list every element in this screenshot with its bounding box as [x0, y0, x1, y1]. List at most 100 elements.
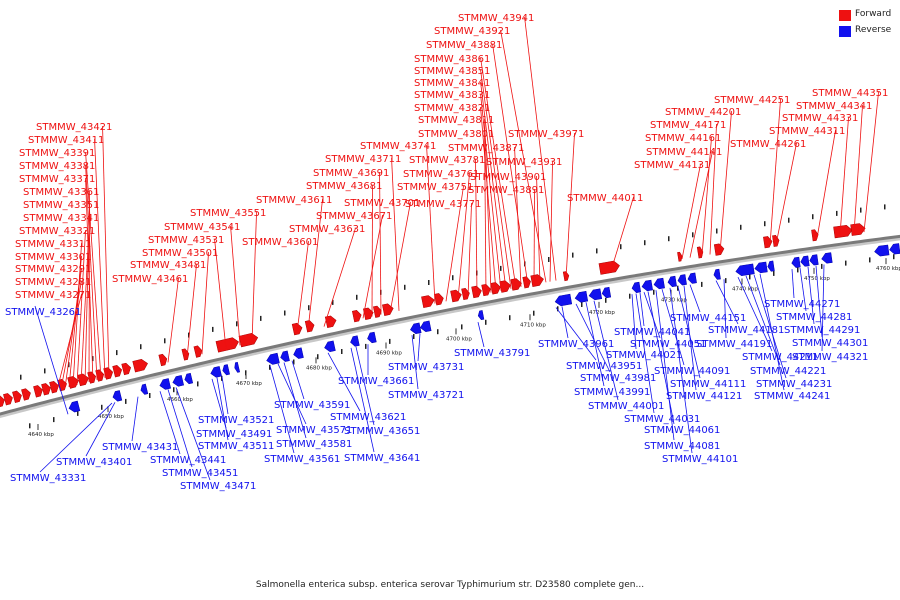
forward-gene-label[interactable]: STMMW_43841 — [414, 78, 490, 89]
reverse-gene-label[interactable]: STMMW_43661 — [338, 376, 414, 387]
forward-gene-label[interactable]: STMMW_44141 — [646, 147, 722, 158]
forward-gene-label[interactable]: STMMW_43751 — [397, 182, 473, 193]
reverse-gene-label[interactable]: STMMW_44191 — [696, 339, 772, 350]
reverse-gene-label[interactable]: STMMW_43561 — [264, 454, 340, 465]
forward-gene-arrow[interactable] — [713, 243, 725, 256]
forward-gene-label[interactable]: STMMW_43271 — [15, 290, 91, 301]
forward-gene-label[interactable]: STMMW_44341 — [796, 101, 872, 112]
forward-gene-label[interactable]: STMMW_43901 — [470, 172, 546, 183]
forward-gene-arrow[interactable] — [33, 385, 44, 398]
forward-gene-label[interactable]: STMMW_43881 — [426, 40, 502, 51]
reverse-gene-label[interactable]: STMMW_43331 — [10, 473, 86, 484]
reverse-gene-label[interactable]: STMMW_44231 — [756, 379, 832, 390]
reverse-gene-label[interactable]: STMMW_44301 — [792, 338, 868, 349]
reverse-gene-arrow[interactable] — [140, 383, 149, 395]
forward-gene-label[interactable]: STMMW_43781 — [409, 155, 485, 166]
forward-gene-label[interactable]: STMMW_44261 — [730, 139, 806, 150]
forward-gene-arrow[interactable] — [510, 278, 523, 291]
forward-gene-label[interactable]: STMMW_43311 — [15, 239, 91, 250]
reverse-gene-arrow[interactable] — [791, 256, 801, 268]
reverse-gene-label[interactable]: STMMW_44111 — [670, 379, 746, 390]
reverse-gene-label[interactable]: STMMW_44001 — [588, 401, 664, 412]
forward-gene-arrow[interactable] — [132, 358, 149, 373]
reverse-gene-arrow[interactable] — [874, 244, 890, 257]
forward-gene-arrow[interactable] — [41, 382, 52, 396]
forward-gene-label[interactable]: STMMW_43941 — [458, 13, 534, 24]
forward-gene-arrow[interactable] — [21, 388, 32, 401]
forward-gene-arrow[interactable] — [95, 369, 105, 382]
reverse-gene-label[interactable]: STMMW_43431 — [102, 442, 178, 453]
reverse-gene-arrow[interactable] — [172, 375, 184, 387]
reverse-gene-label[interactable]: STMMW_43991 — [574, 387, 650, 398]
reverse-gene-label[interactable]: STMMW_43521 — [198, 415, 274, 426]
forward-gene-arrow[interactable] — [522, 276, 532, 289]
reverse-gene-label[interactable]: STMMW_43951 — [566, 361, 642, 372]
forward-gene-label[interactable]: STMMW_43461 — [112, 274, 188, 285]
forward-gene-label[interactable]: STMMW_43851 — [414, 66, 490, 77]
reverse-gene-arrow[interactable] — [280, 350, 290, 363]
reverse-gene-arrow[interactable] — [800, 255, 810, 267]
forward-gene-arrow[interactable] — [850, 223, 866, 236]
forward-gene-label[interactable]: STMMW_43411 — [28, 135, 104, 146]
forward-gene-arrow[interactable] — [3, 392, 14, 406]
reverse-gene-arrow[interactable] — [323, 340, 336, 353]
reverse-gene-arrow[interactable] — [184, 372, 194, 385]
reverse-gene-label[interactable]: STMMW_44101 — [662, 454, 738, 465]
forward-gene-label[interactable]: STMMW_43971 — [508, 129, 584, 140]
reverse-gene-label[interactable]: STMMW_43441 — [150, 455, 226, 466]
reverse-gene-arrow[interactable] — [821, 252, 833, 264]
forward-gene-label[interactable]: STMMW_43481 — [130, 260, 206, 271]
reverse-gene-label[interactable]: STMMW_43591 — [274, 400, 350, 411]
reverse-gene-arrow[interactable] — [653, 277, 665, 290]
forward-gene-arrow[interactable] — [121, 362, 132, 376]
reverse-gene-label[interactable]: STMMW_44151 — [670, 313, 746, 324]
reverse-gene-label[interactable]: STMMW_44021 — [606, 350, 682, 361]
forward-gene-arrow[interactable] — [158, 353, 168, 367]
reverse-gene-arrow[interactable] — [266, 352, 280, 365]
forward-gene-label[interactable]: STMMW_43931 — [486, 157, 562, 168]
reverse-gene-arrow[interactable] — [477, 310, 485, 321]
reverse-gene-label[interactable]: STMMW_43451 — [162, 468, 238, 479]
reverse-gene-label[interactable]: STMMW_43581 — [276, 439, 352, 450]
forward-gene-arrow[interactable] — [351, 310, 362, 323]
forward-gene-arrow[interactable] — [763, 236, 773, 249]
forward-gene-arrow[interactable] — [87, 371, 97, 384]
forward-gene-label[interactable]: STMMW_43861 — [414, 54, 490, 65]
forward-gene-label[interactable]: STMMW_43391 — [19, 148, 95, 159]
forward-gene-arrow[interactable] — [481, 283, 492, 297]
reverse-gene-arrow[interactable] — [677, 274, 687, 286]
reverse-gene-label[interactable]: STMMW_43981 — [580, 373, 656, 384]
forward-gene-arrow[interactable] — [598, 260, 621, 275]
reverse-gene-arrow[interactable] — [419, 320, 432, 333]
forward-gene-label[interactable]: STMMW_43871 — [448, 143, 524, 154]
reverse-gene-arrow[interactable] — [574, 290, 589, 303]
reverse-gene-arrow[interactable] — [809, 254, 819, 266]
forward-gene-arrow[interactable] — [181, 348, 190, 361]
reverse-gene-arrow[interactable] — [735, 263, 755, 277]
forward-gene-label[interactable]: STMMW_43371 — [19, 174, 95, 185]
reverse-gene-label[interactable]: STMMW_43401 — [56, 457, 132, 468]
forward-gene-label[interactable]: STMMW_43921 — [434, 26, 510, 37]
forward-gene-label[interactable]: STMMW_43301 — [15, 252, 91, 263]
forward-gene-label[interactable]: STMMW_43771 — [405, 199, 481, 210]
reverse-gene-label[interactable]: STMMW_44321 — [792, 352, 868, 363]
reverse-gene-label[interactable]: STMMW_44211 — [742, 352, 818, 363]
forward-gene-label[interactable]: STMMW_43681 — [306, 181, 382, 192]
reverse-gene-label[interactable]: STMMW_43721 — [388, 390, 464, 401]
reverse-gene-arrow[interactable] — [349, 335, 360, 347]
reverse-gene-label[interactable]: STMMW_43731 — [388, 362, 464, 373]
forward-gene-arrow[interactable] — [0, 395, 6, 408]
reverse-gene-arrow[interactable] — [601, 286, 612, 299]
forward-gene-label[interactable]: STMMW_43531 — [148, 235, 224, 246]
forward-gene-label[interactable]: STMMW_44131 — [634, 160, 710, 171]
forward-gene-label[interactable]: STMMW_43821 — [414, 103, 490, 114]
forward-gene-arrow[interactable] — [461, 287, 471, 301]
forward-gene-arrow[interactable] — [12, 390, 23, 404]
reverse-gene-label[interactable]: STMMW_43651 — [344, 426, 420, 437]
forward-gene-arrow[interactable] — [77, 373, 90, 387]
forward-gene-arrow[interactable] — [324, 315, 337, 329]
reverse-gene-arrow[interactable] — [112, 390, 123, 402]
forward-gene-label[interactable]: STMMW_43801 — [418, 129, 494, 140]
forward-gene-label[interactable]: STMMW_43291 — [15, 264, 91, 275]
forward-gene-label[interactable]: STMMW_44331 — [782, 113, 858, 124]
